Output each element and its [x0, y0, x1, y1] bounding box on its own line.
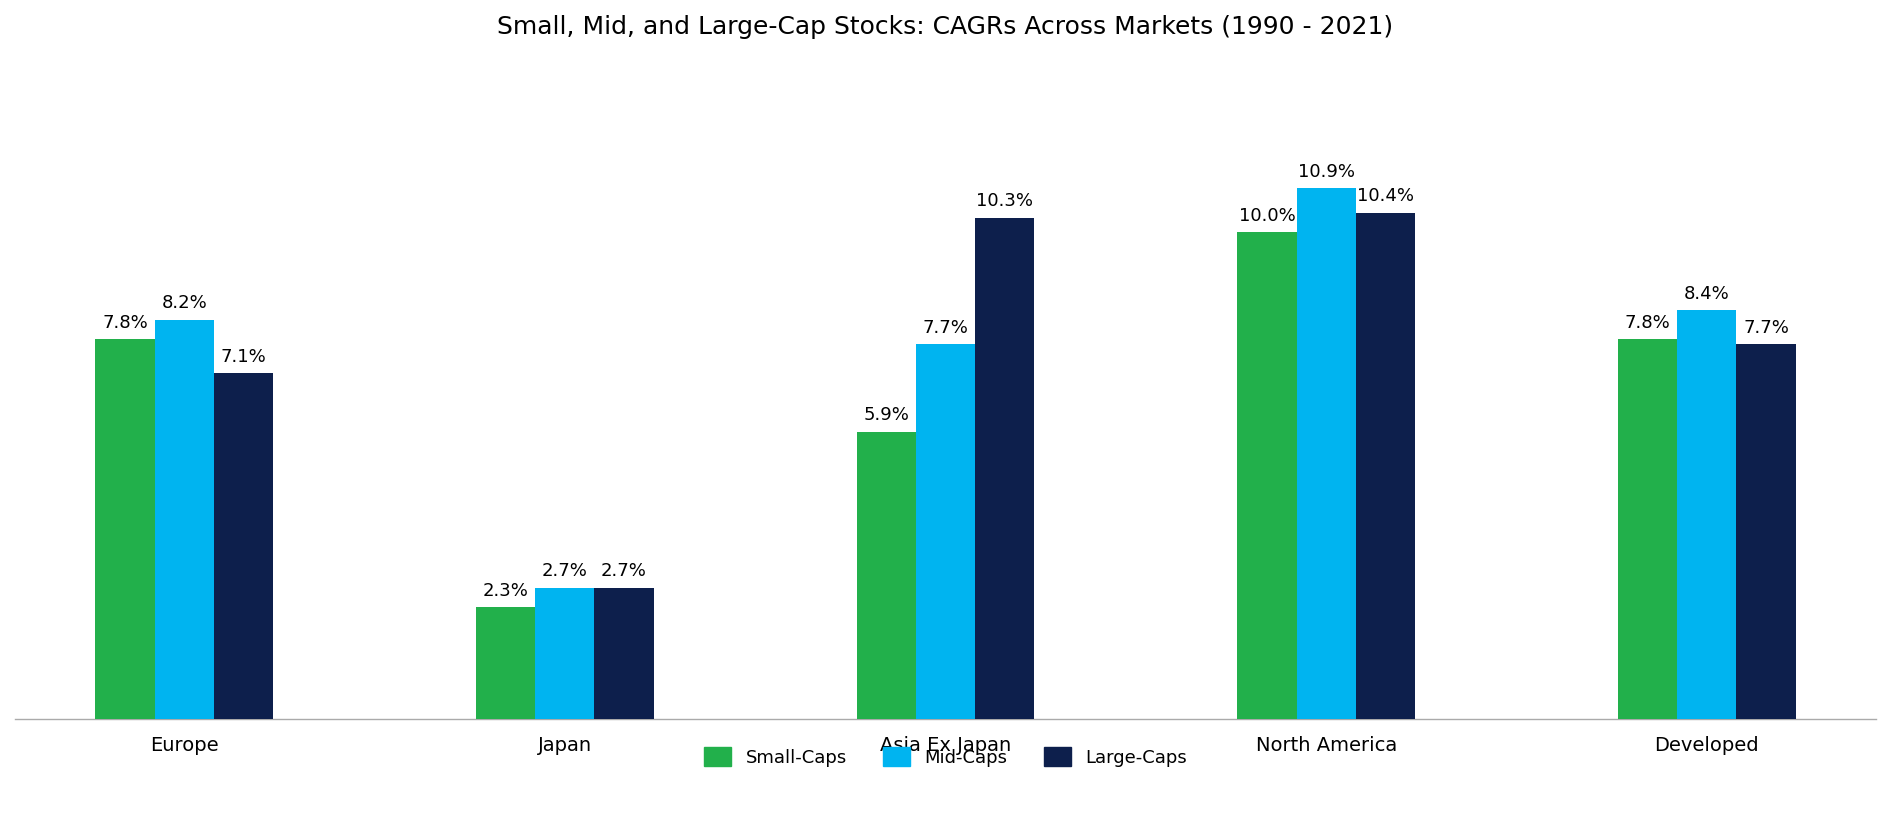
Bar — [1356, 213, 1414, 719]
Text: 7.8%: 7.8% — [1624, 314, 1670, 332]
Bar — [1297, 188, 1356, 719]
Text: 7.7%: 7.7% — [1744, 319, 1789, 337]
Bar — [535, 587, 594, 719]
Title: Small, Mid, and Large-Cap Stocks: CAGRs Across Markets (1990 - 2021): Small, Mid, and Large-Cap Stocks: CAGRs … — [497, 15, 1394, 39]
Text: 10.3%: 10.3% — [976, 192, 1032, 210]
Text: 10.0%: 10.0% — [1239, 207, 1295, 225]
Bar — [976, 218, 1034, 719]
Bar — [214, 373, 272, 719]
Bar — [477, 607, 535, 719]
Text: 5.9%: 5.9% — [864, 407, 910, 424]
Bar — [1237, 232, 1297, 719]
Bar — [857, 432, 915, 719]
Bar — [1736, 344, 1796, 719]
Text: 7.7%: 7.7% — [923, 319, 968, 337]
Text: 10.9%: 10.9% — [1297, 163, 1354, 181]
Text: 7.8%: 7.8% — [102, 314, 147, 332]
Bar — [594, 587, 654, 719]
Bar — [95, 339, 155, 719]
Text: 8.2%: 8.2% — [161, 295, 206, 312]
Text: 8.4%: 8.4% — [1685, 285, 1730, 302]
Text: 2.3%: 2.3% — [482, 581, 529, 600]
Text: 2.7%: 2.7% — [601, 562, 647, 580]
Bar — [1677, 310, 1736, 719]
Text: 7.1%: 7.1% — [221, 348, 267, 366]
Bar — [1619, 339, 1677, 719]
Text: 10.4%: 10.4% — [1358, 187, 1414, 206]
Bar — [155, 320, 214, 719]
Text: 2.7%: 2.7% — [543, 562, 588, 580]
Bar — [915, 344, 976, 719]
Legend: Small-Caps, Mid-Caps, Large-Caps: Small-Caps, Mid-Caps, Large-Caps — [696, 738, 1195, 775]
